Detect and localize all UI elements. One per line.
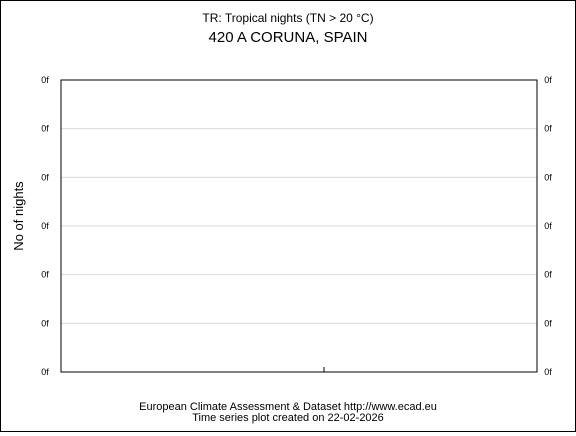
y-tick-label-right: 0f (544, 367, 552, 377)
y-tick-label-right: 0f (544, 221, 552, 231)
chart-title: 420 A CORUNA, SPAIN (209, 29, 368, 46)
y-tick-label-left: 0f (41, 75, 49, 85)
chart-subtitle: TR: Tropical nights (TN > 20 °C) (202, 11, 373, 25)
y-tick-label-left: 0f (41, 172, 49, 182)
y-tick-label-left: 0f (41, 270, 49, 280)
plot-area (60, 79, 538, 373)
y-tick-label-left: 0f (41, 367, 49, 377)
y-tick-label-left: 0f (41, 318, 49, 328)
y-tick-label-right: 0f (544, 124, 552, 134)
y-tick-label-left: 0f (41, 221, 49, 231)
y-tick-label-right: 0f (544, 318, 552, 328)
y-tick-label-left: 0f (41, 124, 49, 134)
y-tick-label-right: 0f (544, 75, 552, 85)
footer-source: European Climate Assessment & Dataset ht… (139, 401, 437, 413)
y-tick-labels-right: 0f 0f 0f 0f 0f 0f 0f (544, 75, 552, 377)
y-axis-label: No of nights (11, 181, 26, 251)
grid-lines (61, 128, 537, 324)
footer-created: Time series plot created on 22-02-2026 (192, 412, 384, 424)
y-tick-label-right: 0f (544, 270, 552, 280)
y-tick-label-right: 0f (544, 172, 552, 182)
y-tick-labels-left: 0f 0f 0f 0f 0f 0f 0f (41, 75, 49, 377)
